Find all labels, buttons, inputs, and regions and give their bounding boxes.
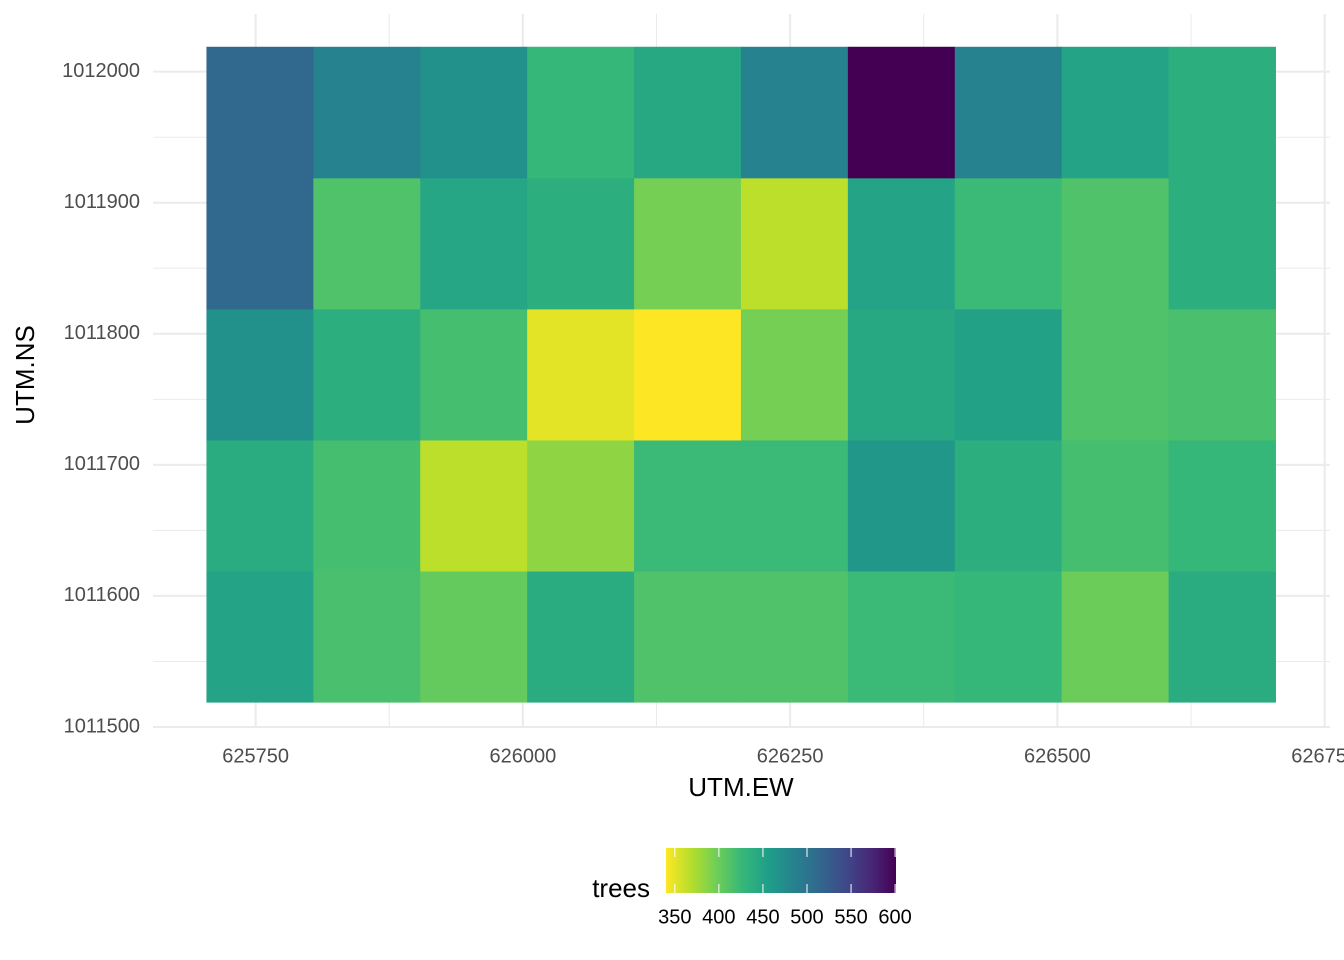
heat-tile: [206, 177, 314, 310]
heat-tile: [847, 46, 956, 179]
colorbar-tick-label: 450: [746, 906, 779, 928]
heat-tile: [954, 177, 1063, 310]
y-tick-label: 1011900: [64, 191, 140, 213]
heat-tile: [634, 308, 742, 441]
heat-tile: [206, 46, 314, 179]
heat-tile: [1168, 46, 1276, 179]
tiles: [206, 46, 1276, 703]
heat-tile: [1168, 308, 1276, 441]
x-axis-title: UTM.EW: [688, 772, 794, 802]
heat-tile: [313, 46, 421, 179]
heat-tile: [313, 177, 421, 310]
heat-tile: [527, 439, 635, 572]
colorbar-tick-label: 400: [702, 906, 735, 928]
heat-tile: [420, 308, 528, 441]
heat-tile: [634, 571, 742, 703]
y-tick-label: 1011800: [64, 322, 140, 344]
heat-tile: [1061, 571, 1170, 703]
heat-tile: [740, 439, 849, 572]
heat-tile: [420, 177, 528, 310]
x-tick-label: 626500: [1024, 745, 1091, 767]
x-tick-label: 626000: [490, 745, 557, 767]
colorbar-tick-label: 550: [834, 906, 867, 928]
heat-tile: [1168, 571, 1276, 703]
heat-tile: [634, 439, 742, 572]
heat-tile: [313, 439, 421, 572]
legend-title: trees: [592, 873, 650, 903]
colorbar-tick-label: 350: [658, 906, 691, 928]
heat-tile: [1061, 308, 1170, 441]
colorbar-tick-label: 600: [878, 906, 911, 928]
heat-tile: [420, 571, 528, 703]
heat-tile: [847, 571, 956, 703]
heat-tile: [206, 571, 314, 703]
heat-tile: [634, 177, 742, 310]
heat-tile: [740, 46, 849, 179]
y-tick-label: 1011700: [64, 453, 140, 475]
heat-tile: [847, 439, 956, 572]
colorbar-tick-label: 500: [790, 906, 823, 928]
heat-tile: [527, 308, 635, 441]
labels: 625750 626000 626250 626500 626750 1011500 101…: [62, 60, 1344, 767]
heat-tile: [206, 308, 314, 441]
heat-tile: [1168, 439, 1276, 572]
heat-tile: [954, 439, 1063, 572]
x-tick-label: 625750: [222, 745, 289, 767]
heat-tile: [954, 46, 1063, 179]
heat-tile: [527, 177, 635, 310]
heat-tile: [1061, 439, 1170, 572]
heat-tile: [206, 439, 314, 572]
y-tick-label: 1011500: [64, 715, 140, 737]
heat-tile: [847, 308, 956, 441]
heat-tile: [740, 308, 849, 441]
y-tick-label: 1012000: [62, 60, 140, 82]
x-tick-label: 626250: [757, 745, 824, 767]
heat-tile: [313, 571, 421, 703]
heat-tile: [634, 46, 742, 179]
heat-tile: [420, 439, 528, 572]
heat-tile: [740, 571, 849, 703]
heat-tile: [740, 177, 849, 310]
heat-tile: [527, 571, 635, 703]
heat-tile: [313, 308, 421, 441]
y-axis-title: UTM.NS: [10, 325, 40, 425]
colorbar: [666, 848, 896, 893]
heat-tile: [420, 46, 528, 179]
x-tick-label: 626750: [1291, 745, 1344, 767]
heat-tile: [1061, 177, 1170, 310]
heat-tile: [954, 571, 1063, 703]
heat-tile: [954, 308, 1063, 441]
heat-tile: [847, 177, 956, 310]
heat-tile: [1061, 46, 1170, 179]
heat-tile: [1168, 177, 1276, 310]
heat-tile: [527, 46, 635, 179]
legend: 350 400 450 500 550 600: [658, 848, 912, 928]
y-tick-label: 1011600: [64, 584, 140, 606]
